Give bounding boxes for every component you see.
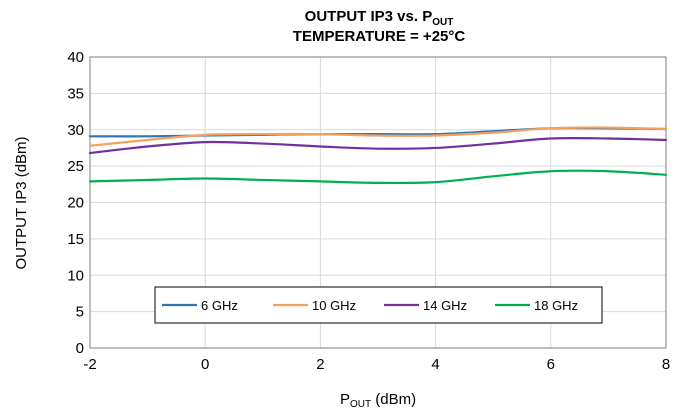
legend-label-14-ghz: 14 GHz [423,298,467,313]
x-axis-label-suffix: (dBm) [371,391,416,408]
x-tick-label: 4 [431,356,439,373]
x-axis-ticks: -2 0 2 4 6 8 [83,356,670,373]
chart-title-main: OUTPUT IP3 vs. P [305,8,433,25]
y-tick-label: 30 [67,122,84,139]
grid [90,57,666,348]
series-lines [88,126,668,185]
series-line-18-ghz [88,169,668,185]
x-tick-label: 6 [547,356,555,373]
y-tick-label: 40 [67,49,84,66]
y-axis-label: OUTPUT IP3 (dBm) [13,136,30,269]
y-tick-label: 0 [76,340,84,357]
y-axis-ticks: 0 5 10 15 20 25 30 35 40 [67,49,84,357]
chart-title-line2: TEMPERATURE = +25°C [293,28,466,45]
y-tick-label: 10 [67,267,84,284]
legend-label-10-ghz: 10 GHz [312,298,356,313]
series-line-10-ghz [88,126,668,147]
y-tick-label: 35 [67,85,84,102]
legend-items: 6 GHz 10 GHz 14 GHz 18 GHz [162,298,578,313]
legend-label-6-ghz: 6 GHz [201,298,238,313]
y-tick-label: 5 [76,304,84,321]
legend: 6 GHz 10 GHz 14 GHz 18 GHz [154,286,603,324]
x-axis-label-main: P [340,391,350,408]
x-tick-label: -2 [83,356,96,373]
series-line-14-ghz [88,136,668,155]
x-tick-label: 2 [316,356,324,373]
legend-label-18-ghz: 18 GHz [534,298,578,313]
y-tick-label: 25 [67,158,84,175]
y-tick-label: 15 [67,231,84,248]
x-tick-label: 8 [662,356,670,373]
chart-title-line1: OUTPUT IP3 vs. POUT [305,8,454,28]
x-axis-label: POUT (dBm) [340,391,416,410]
x-axis-label-subscript: OUT [350,399,371,410]
chart-title-subscript: OUT [432,17,453,28]
y-tick-label: 20 [67,195,84,212]
x-tick-label: 0 [201,356,209,373]
plot-area [89,56,667,349]
